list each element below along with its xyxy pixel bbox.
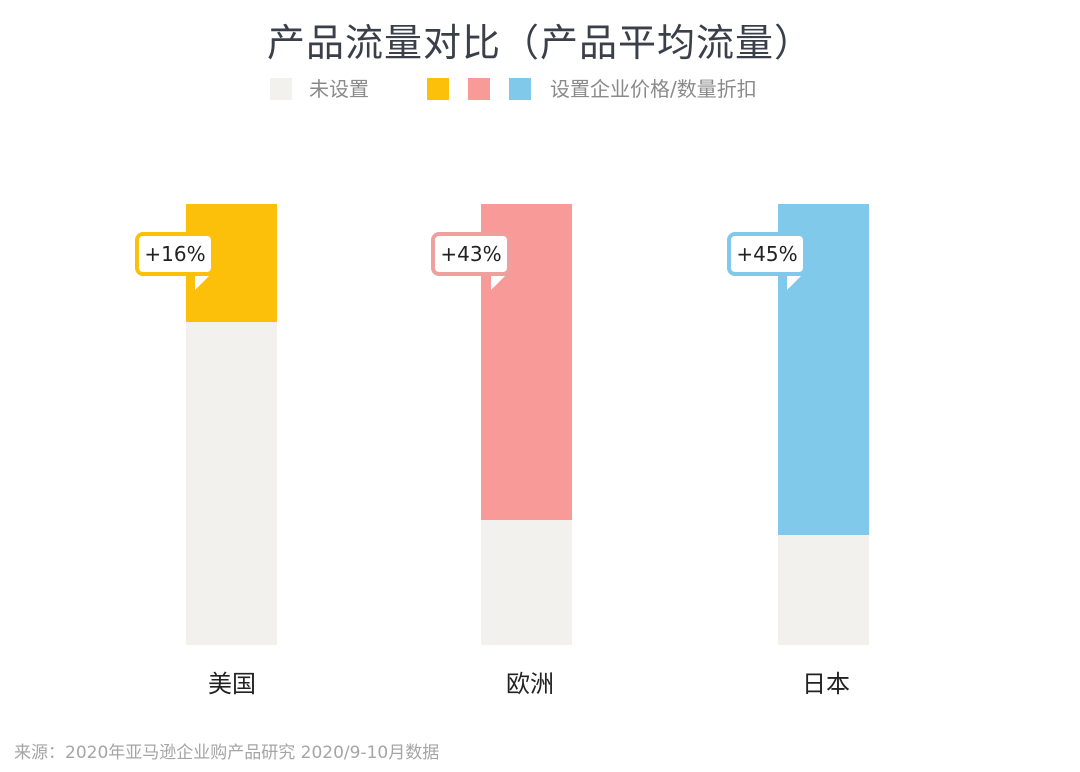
legend-swatch-unset [270,78,292,100]
legend-label-unset: 未设置 [309,77,369,101]
annotation-us-text: +16% [144,242,206,266]
annotation-jp: +45% [727,232,807,290]
annotation-us: +16% [135,232,215,290]
legend: 未设置 设置企业价格/数量折扣 [0,76,1080,102]
category-label-jp: 日本 [802,670,850,698]
category-label-us: 美国 [208,670,256,698]
legend-label-set: 设置企业价格/数量折扣 [550,77,757,101]
bar-eu-unset [481,520,572,645]
annotation-jp-text: +45% [736,242,798,266]
category-label-eu: 欧洲 [506,670,554,698]
bubble-tail-icon [787,276,801,290]
bar-jp-unset [778,535,869,645]
legend-swatch-jp [509,78,531,100]
annotation-eu-text: +43% [440,242,502,266]
legend-swatch-eu [468,78,490,100]
bubble-tail-icon [195,276,209,290]
chart-title: 产品流量对比（产品平均流量） [266,21,813,65]
bubble-tail-icon [491,276,505,290]
source-note: 来源：2020年亚马逊企业购产品研究 2020/9-10月数据 [14,743,440,763]
legend-swatch-us [427,78,449,100]
bar-us-unset [186,322,277,645]
annotation-eu: +43% [431,232,511,290]
